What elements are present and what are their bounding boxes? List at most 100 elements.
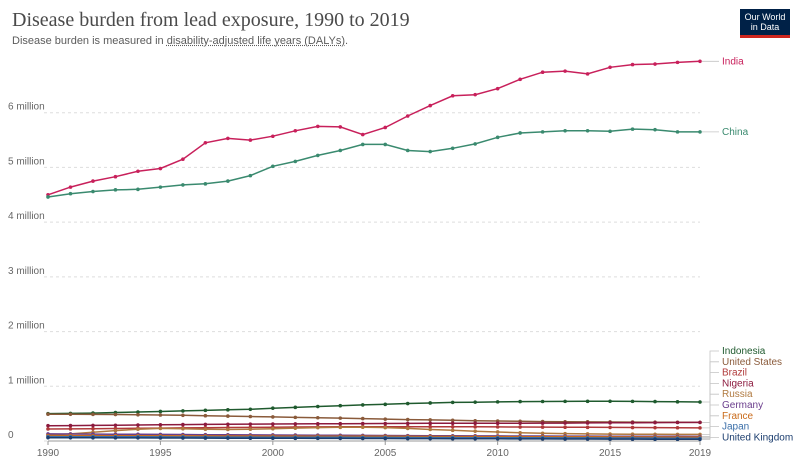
data-point-indonesia[interactable] bbox=[315, 404, 320, 409]
data-point-russia[interactable] bbox=[158, 426, 163, 431]
data-point-china[interactable] bbox=[136, 187, 140, 192]
data-point-china[interactable] bbox=[608, 129, 612, 134]
data-point-nigeria[interactable] bbox=[248, 422, 253, 426]
data-point-indonesia[interactable] bbox=[203, 408, 208, 413]
data-point-indonesia[interactable] bbox=[653, 399, 657, 404]
data-point-nigeria[interactable] bbox=[630, 420, 635, 425]
data-point-russia[interactable] bbox=[338, 425, 343, 430]
data-point-nigeria[interactable] bbox=[271, 422, 275, 426]
data-point-india[interactable] bbox=[653, 62, 657, 66]
data-point-russia[interactable] bbox=[136, 427, 140, 432]
data-point-china[interactable] bbox=[113, 188, 118, 192]
data-point-united-kingdom[interactable] bbox=[383, 436, 388, 441]
data-point-nigeria[interactable] bbox=[540, 421, 545, 425]
data-point-india[interactable] bbox=[91, 179, 95, 183]
data-point-russia[interactable] bbox=[203, 427, 208, 432]
data-point-india[interactable] bbox=[518, 77, 522, 82]
data-point-nigeria[interactable] bbox=[315, 422, 320, 426]
owid-logo[interactable]: Our World in Data bbox=[740, 9, 790, 38]
data-point-indonesia[interactable] bbox=[495, 400, 500, 404]
series-label-india[interactable]: India bbox=[722, 56, 744, 67]
data-point-united-states[interactable] bbox=[113, 412, 118, 417]
data-point-indonesia[interactable] bbox=[518, 399, 522, 404]
data-point-nigeria[interactable] bbox=[91, 423, 95, 428]
dalys-link[interactable]: disability-adjusted life years (DALYs) bbox=[166, 35, 346, 47]
data-point-indonesia[interactable] bbox=[226, 408, 230, 412]
data-point-united-states[interactable] bbox=[203, 413, 208, 418]
data-point-indonesia[interactable] bbox=[608, 399, 612, 404]
data-point-russia[interactable] bbox=[315, 425, 320, 430]
data-point-nigeria[interactable] bbox=[383, 421, 388, 426]
data-point-nigeria[interactable] bbox=[226, 422, 230, 427]
data-point-united-kingdom[interactable] bbox=[653, 437, 657, 441]
data-point-indonesia[interactable] bbox=[405, 401, 410, 406]
series-label-russia[interactable]: Russia bbox=[722, 389, 753, 400]
data-point-china[interactable] bbox=[563, 128, 567, 133]
data-point-indonesia[interactable] bbox=[585, 399, 590, 404]
data-point-united-kingdom[interactable] bbox=[338, 436, 343, 441]
data-point-brazil[interactable] bbox=[428, 424, 433, 429]
data-point-india[interactable] bbox=[608, 65, 612, 70]
data-point-united-states[interactable] bbox=[226, 414, 230, 418]
data-point-nigeria[interactable] bbox=[181, 422, 185, 427]
data-point-united-kingdom[interactable] bbox=[473, 436, 477, 441]
data-point-china[interactable] bbox=[450, 146, 455, 151]
data-point-india[interactable] bbox=[698, 59, 702, 64]
data-point-nigeria[interactable] bbox=[203, 422, 208, 427]
data-point-russia[interactable] bbox=[540, 431, 545, 436]
data-point-brazil[interactable] bbox=[450, 424, 455, 429]
data-point-china[interactable] bbox=[428, 149, 433, 154]
data-point-brazil[interactable] bbox=[698, 426, 702, 430]
series-line-china[interactable] bbox=[47, 128, 700, 198]
data-point-brazil[interactable] bbox=[675, 425, 680, 430]
data-point-india[interactable] bbox=[203, 141, 208, 145]
data-point-china[interactable] bbox=[293, 159, 298, 164]
data-point-india[interactable] bbox=[675, 60, 680, 65]
data-point-united-kingdom[interactable] bbox=[405, 436, 410, 441]
data-point-united-states[interactable] bbox=[473, 418, 477, 423]
data-point-united-kingdom[interactable] bbox=[158, 436, 163, 440]
data-point-united-states[interactable] bbox=[46, 412, 50, 416]
data-point-nigeria[interactable] bbox=[113, 423, 118, 428]
data-point-india[interactable] bbox=[226, 136, 230, 141]
data-point-china[interactable] bbox=[518, 131, 522, 135]
data-point-india[interactable] bbox=[450, 93, 455, 98]
data-point-india[interactable] bbox=[315, 124, 320, 129]
data-point-indonesia[interactable] bbox=[383, 402, 388, 407]
data-point-united-kingdom[interactable] bbox=[113, 436, 118, 440]
data-point-indonesia[interactable] bbox=[360, 403, 365, 407]
data-point-russia[interactable] bbox=[181, 426, 185, 431]
data-point-china[interactable] bbox=[360, 142, 365, 147]
data-point-indonesia[interactable] bbox=[473, 400, 477, 404]
data-point-nigeria[interactable] bbox=[608, 421, 612, 425]
data-point-united-states[interactable] bbox=[181, 413, 185, 418]
data-point-nigeria[interactable] bbox=[698, 420, 702, 425]
data-point-nigeria[interactable] bbox=[675, 420, 680, 425]
data-point-united-states[interactable] bbox=[91, 412, 95, 417]
data-point-united-kingdom[interactable] bbox=[563, 437, 567, 441]
data-point-united-kingdom[interactable] bbox=[248, 436, 253, 441]
data-point-united-kingdom[interactable] bbox=[293, 436, 298, 441]
data-point-united-states[interactable] bbox=[136, 412, 140, 417]
series-line-france[interactable] bbox=[47, 434, 700, 438]
data-point-united-kingdom[interactable] bbox=[675, 437, 680, 442]
data-point-india[interactable] bbox=[473, 92, 477, 97]
data-point-china[interactable] bbox=[203, 182, 208, 186]
data-point-india[interactable] bbox=[68, 185, 73, 189]
data-point-brazil[interactable] bbox=[495, 425, 500, 429]
series-label-china[interactable]: China bbox=[722, 127, 749, 138]
data-point-china[interactable] bbox=[46, 195, 50, 199]
data-point-united-states[interactable] bbox=[68, 412, 73, 417]
data-point-china[interactable] bbox=[158, 185, 163, 189]
data-point-united-kingdom[interactable] bbox=[450, 436, 455, 441]
data-point-china[interactable] bbox=[315, 153, 320, 158]
data-point-india[interactable] bbox=[181, 157, 185, 162]
series-line-nigeria[interactable] bbox=[47, 421, 701, 427]
data-point-russia[interactable] bbox=[450, 428, 455, 433]
data-point-china[interactable] bbox=[653, 127, 657, 132]
data-point-united-kingdom[interactable] bbox=[136, 436, 140, 440]
data-point-china[interactable] bbox=[495, 135, 500, 140]
data-point-china[interactable] bbox=[226, 179, 230, 183]
data-point-united-kingdom[interactable] bbox=[181, 436, 185, 440]
data-point-india[interactable] bbox=[405, 114, 410, 118]
